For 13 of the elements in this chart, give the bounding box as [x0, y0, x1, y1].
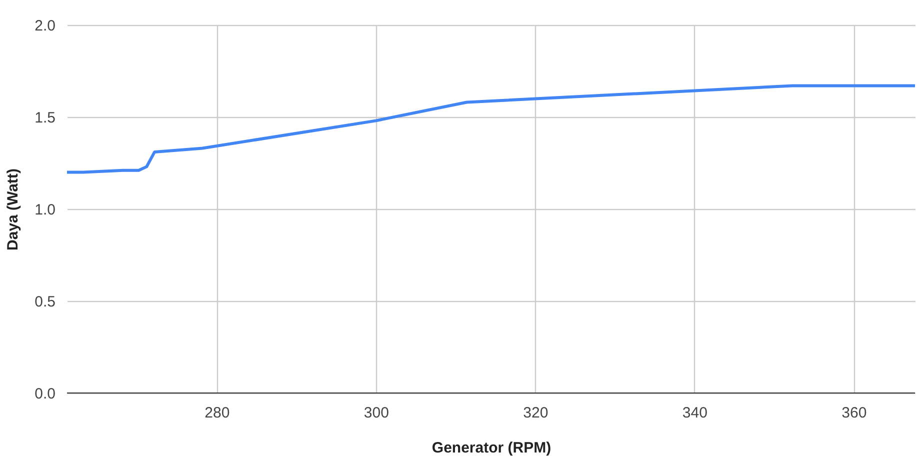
y-tick-label: 2.0 [34, 18, 56, 34]
x-tick-label: 300 [364, 404, 389, 422]
x-tick-label: 340 [682, 404, 708, 422]
line-series [66, 84, 916, 174]
x-tick-label: 360 [842, 404, 867, 422]
y-tick-label: 0.5 [34, 294, 56, 310]
y-tick-label: 0.0 [34, 386, 56, 402]
x-tick-label: 280 [204, 404, 230, 422]
y-tick-label: 1.5 [34, 110, 56, 126]
x-axis-title: Generator (RPM) [432, 440, 552, 456]
y-axis-title: Daya (Watt) [4, 168, 22, 250]
x-tick-label: 320 [523, 404, 548, 422]
y-tick-label: 1.0 [34, 202, 56, 218]
